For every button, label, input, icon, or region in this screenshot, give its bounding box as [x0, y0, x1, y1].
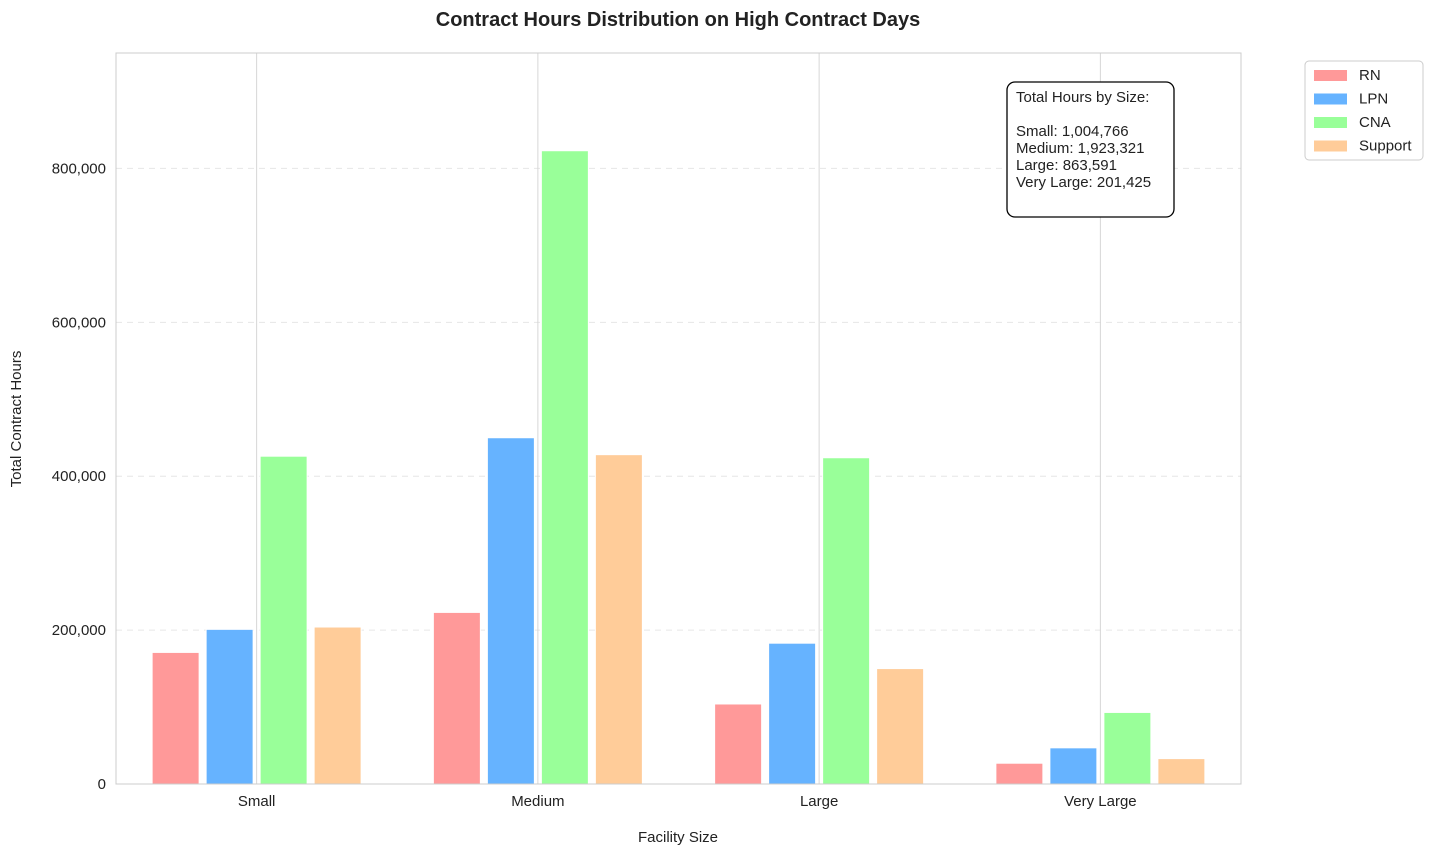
- y-axis-label: Total Contract Hours: [8, 351, 25, 488]
- bar-support-small: [313, 626, 362, 785]
- bar-cna-large: [822, 457, 871, 785]
- annotation-box: [1006, 81, 1175, 218]
- legend: RN LPN CNA Support: [1304, 60, 1424, 161]
- legend-frame: [1304, 60, 1424, 161]
- legend-swatch-cna: [1314, 117, 1347, 128]
- annotation-line: Very Large: 201,425: [1016, 174, 1151, 191]
- annotation-line: Large: 863,591: [1016, 157, 1117, 174]
- bars: [151, 150, 1206, 785]
- bar-support-large: [876, 668, 925, 785]
- annotation-line: Small: 1,004,766: [1016, 123, 1129, 140]
- bar-cna-small: [259, 455, 308, 785]
- annotation-line: Medium: 1,923,321: [1016, 140, 1144, 157]
- y-tick-label: 800,000: [52, 160, 106, 177]
- legend-label-rn: RN: [1359, 67, 1381, 84]
- x-axis-label: Facility Size: [638, 829, 718, 846]
- totals-annotation: Total Hours by Size: Small: 1,004,766Medi…: [1006, 81, 1175, 218]
- y-tick-label: 400,000: [52, 468, 106, 485]
- legend-swatch-support: [1314, 140, 1347, 152]
- bar-lpn-large: [768, 642, 817, 785]
- x-tick-label: Medium: [511, 793, 564, 810]
- bar-rn-large: [714, 703, 763, 785]
- plot-frame: [115, 52, 1242, 785]
- y-axis-ticks: 0 200,000 400,000 600,000 800,000: [52, 160, 106, 793]
- bar-support-medium: [594, 454, 643, 785]
- y-tick-label: 200,000: [52, 622, 106, 639]
- legend-swatch-rn: [1314, 70, 1347, 81]
- chart-title: Contract Hours Distribution on High Cont…: [436, 9, 920, 31]
- bar-cna-medium: [540, 150, 589, 785]
- x-tick-label: Small: [238, 793, 276, 810]
- bar-lpn-very-large: [1049, 747, 1098, 785]
- x-tick-label: Large: [800, 793, 838, 810]
- bar-lpn-small: [205, 628, 254, 785]
- y-tick-label: 0: [98, 776, 106, 793]
- legend-label-cna: CNA: [1359, 114, 1391, 131]
- annotation-line: Total Hours by Size:: [1016, 89, 1149, 106]
- bar-cna-very-large: [1103, 711, 1152, 785]
- bar-support-very-large: [1157, 758, 1206, 785]
- bar-rn-small: [151, 651, 200, 785]
- legend-label-support: Support: [1359, 138, 1412, 155]
- bar-rn-very-large: [995, 762, 1044, 785]
- x-tick-label: Very Large: [1064, 793, 1137, 810]
- bar-lpn-medium: [486, 437, 535, 785]
- bar-rn-medium: [432, 611, 481, 785]
- x-axis-ticks: Small Medium Large Very Large: [238, 793, 1137, 810]
- legend-label-lpn: LPN: [1359, 91, 1388, 108]
- y-tick-label: 600,000: [52, 314, 106, 331]
- legend-swatch-lpn: [1314, 93, 1347, 105]
